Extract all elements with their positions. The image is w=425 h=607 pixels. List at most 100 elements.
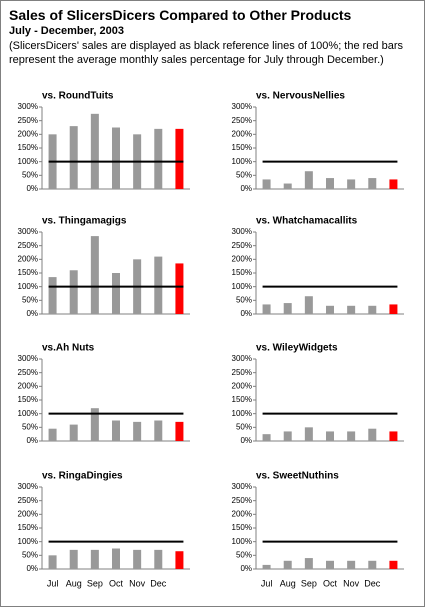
bar xyxy=(368,178,377,189)
bar xyxy=(69,424,78,441)
y-tick-label: 0% xyxy=(26,436,38,445)
y-tick-label: 50% xyxy=(22,170,38,179)
y-tick-label: 100% xyxy=(18,282,38,291)
x-tick-label: Nov xyxy=(343,578,360,588)
bar xyxy=(175,551,184,569)
y-tick-label: 200% xyxy=(232,381,252,390)
y-tick-label: 50% xyxy=(22,422,38,431)
y-tick-label: 0% xyxy=(240,436,252,445)
y-tick-label: 50% xyxy=(236,422,252,431)
bar xyxy=(154,549,163,569)
y-tick-label: 200% xyxy=(18,381,38,390)
bar xyxy=(133,549,142,569)
panel-title: vs. Whatchamacallits xyxy=(256,216,358,227)
bar xyxy=(389,179,398,189)
bar xyxy=(112,273,120,314)
y-tick-label: 50% xyxy=(22,295,38,304)
bar xyxy=(389,560,398,569)
title: Sales of SlicersDicers Compared to Other… xyxy=(9,7,352,23)
bar xyxy=(48,555,57,569)
y-tick-label: 100% xyxy=(18,157,38,166)
bar xyxy=(326,305,334,314)
subtitle: July - December, 2003 xyxy=(9,25,124,37)
y-tick-label: 0% xyxy=(240,309,252,318)
bar xyxy=(48,277,57,314)
x-tick-label: Nov xyxy=(129,578,146,588)
description: (SlicersDicers' sales are displayed as b… xyxy=(9,40,404,66)
x-tick-label: Oct xyxy=(323,578,338,588)
header: Sales of SlicersDicers Compared to Other… xyxy=(9,7,414,67)
y-tick-label: 0% xyxy=(240,184,252,193)
bar xyxy=(304,296,313,314)
x-tick-label: Oct xyxy=(109,578,124,588)
bar xyxy=(90,236,99,314)
x-tick-label: Sep xyxy=(87,578,103,588)
bar xyxy=(347,179,356,189)
panel-title: vs. SweetNuthins xyxy=(256,471,339,482)
y-tick-label: 200% xyxy=(18,254,38,263)
y-tick-label: 150% xyxy=(18,395,38,404)
bar xyxy=(90,408,99,441)
bar xyxy=(262,434,271,441)
bar xyxy=(389,304,398,314)
bar xyxy=(154,128,163,189)
y-tick-label: 150% xyxy=(232,395,252,404)
y-tick-label: 300% xyxy=(232,227,252,236)
y-tick-label: 0% xyxy=(26,564,38,573)
bar xyxy=(326,560,334,569)
y-tick-label: 150% xyxy=(18,523,38,532)
panel-title: vs. NervousNellies xyxy=(256,91,345,102)
y-tick-label: 200% xyxy=(18,129,38,138)
bar xyxy=(326,178,334,189)
y-tick-label: 100% xyxy=(232,537,252,546)
bar xyxy=(368,428,377,441)
bar xyxy=(304,427,313,441)
bar xyxy=(112,127,120,189)
bar xyxy=(283,560,292,569)
y-tick-label: 250% xyxy=(232,241,252,250)
y-tick-label: 0% xyxy=(26,309,38,318)
y-tick-label: 200% xyxy=(232,129,252,138)
bar xyxy=(69,549,78,569)
y-tick-label: 100% xyxy=(18,409,38,418)
x-tick-label: Aug xyxy=(66,578,82,588)
y-tick-label: 250% xyxy=(18,368,38,377)
y-tick-label: 150% xyxy=(18,143,38,152)
y-tick-label: 250% xyxy=(232,496,252,505)
y-tick-label: 150% xyxy=(232,143,252,152)
bar xyxy=(368,560,377,569)
y-tick-label: 300% xyxy=(18,354,38,363)
y-tick-label: 250% xyxy=(232,116,252,125)
panel-title: vs. RoundTuits xyxy=(42,91,114,102)
bar xyxy=(283,183,292,189)
bar xyxy=(368,305,377,314)
bar xyxy=(154,256,163,314)
y-tick-label: 300% xyxy=(18,227,38,236)
y-tick-label: 300% xyxy=(18,102,38,111)
bar xyxy=(347,305,356,314)
bar xyxy=(304,171,313,189)
y-tick-label: 50% xyxy=(236,295,252,304)
bar xyxy=(262,304,271,314)
panel-title: vs. RingaDingies xyxy=(42,471,123,482)
y-tick-label: 300% xyxy=(232,102,252,111)
y-tick-label: 150% xyxy=(232,523,252,532)
y-tick-label: 250% xyxy=(18,496,38,505)
bar xyxy=(175,263,184,314)
bar xyxy=(326,431,334,441)
bar xyxy=(90,549,99,569)
y-tick-label: 150% xyxy=(18,268,38,277)
bar xyxy=(347,560,356,569)
y-tick-label: 300% xyxy=(232,354,252,363)
bar xyxy=(262,564,271,569)
x-tick-label: Aug xyxy=(280,578,296,588)
bar xyxy=(112,548,120,569)
bar xyxy=(133,421,142,441)
x-tick-label: Dec xyxy=(150,578,167,588)
bar xyxy=(175,128,184,189)
y-tick-label: 100% xyxy=(232,157,252,166)
x-tick-label: Dec xyxy=(364,578,381,588)
bar xyxy=(175,421,184,441)
